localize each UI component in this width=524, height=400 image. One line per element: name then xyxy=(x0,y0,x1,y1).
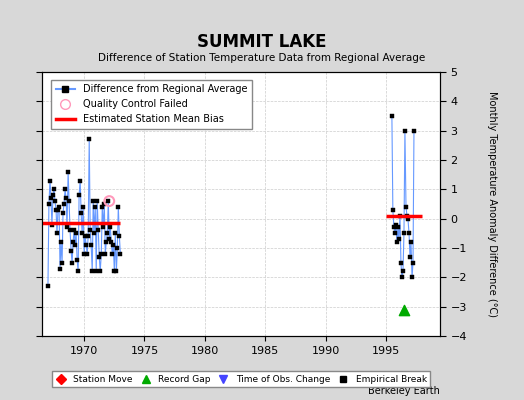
Y-axis label: Monthly Temperature Anomaly Difference (°C): Monthly Temperature Anomaly Difference (… xyxy=(486,91,497,317)
Text: SUMMIT LAKE: SUMMIT LAKE xyxy=(197,33,327,51)
Text: Berkeley Earth: Berkeley Earth xyxy=(368,386,440,396)
Legend: Difference from Regional Average, Quality Control Failed, Estimated Station Mean: Difference from Regional Average, Qualit… xyxy=(51,80,252,129)
Text: Difference of Station Temperature Data from Regional Average: Difference of Station Temperature Data f… xyxy=(99,53,425,63)
Point xyxy=(400,306,408,313)
Legend: Station Move, Record Gap, Time of Obs. Change, Empirical Break: Station Move, Record Gap, Time of Obs. C… xyxy=(52,371,430,388)
Point xyxy=(105,198,114,204)
